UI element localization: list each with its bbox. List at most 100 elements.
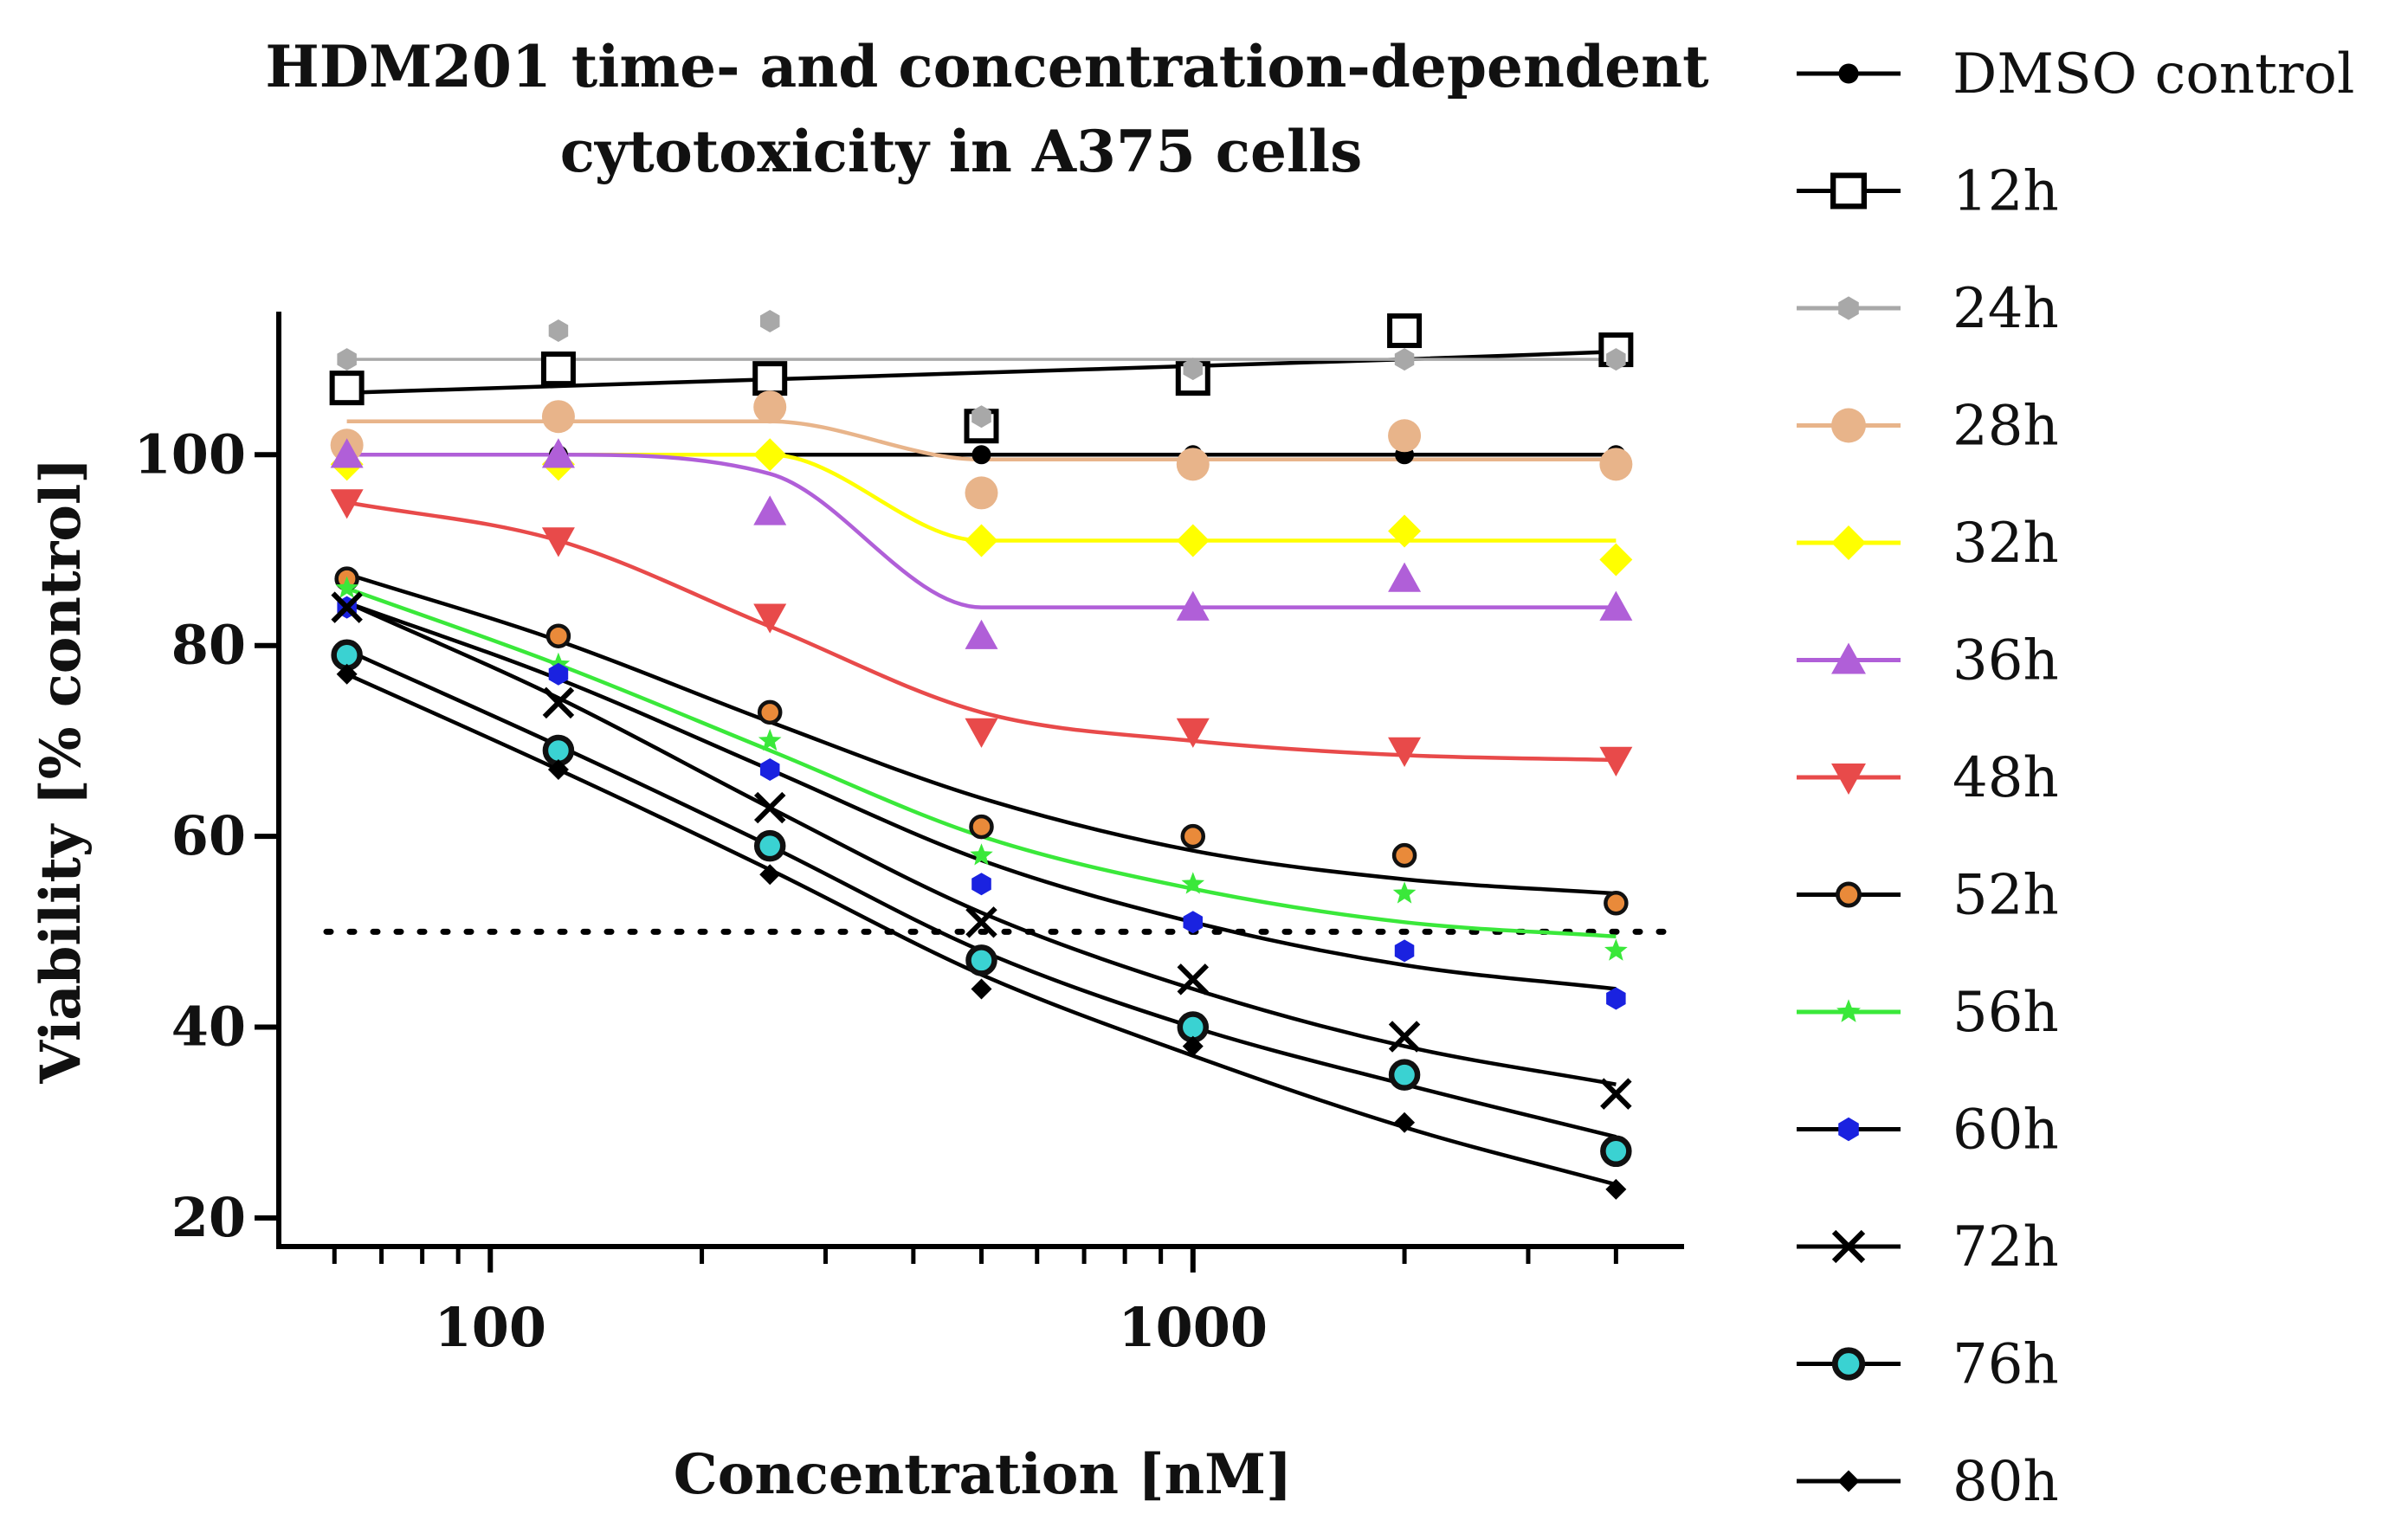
legend-label-32h: 32h [1952,512,2059,576]
data-point-28h [1599,448,1633,481]
legend-marker-48h [1831,764,1866,795]
data-point-28h [1388,419,1422,453]
data-point-80h [547,758,569,780]
data-point-72h [542,686,575,719]
data-point-48h [753,603,787,634]
data-point-24h [1183,358,1203,381]
data-point-56h [1181,872,1205,894]
data-point-60h [760,758,780,781]
data-point-dmso-control [971,445,991,465]
legend-label-76h: 76h [1952,1333,2059,1397]
data-point-36h [541,438,575,468]
data-point-72h [1177,963,1210,996]
data-point-48h [1599,746,1633,776]
data-point-48h [1388,737,1422,767]
data-point-80h [759,864,781,886]
data-point-28h [753,390,787,424]
data-point-12h [1387,313,1423,349]
legend-marker-72h [1831,1229,1866,1264]
data-point-48h [965,718,998,748]
data-point-76h [1388,1059,1421,1091]
data-point-36h [753,495,787,525]
chart-title-line-1: HDM201 time- and concentration-dependent [265,33,1709,100]
data-point-24h [760,310,780,332]
data-point-52h [969,814,994,840]
data-point-32h [1388,514,1422,548]
data-point-28h [541,400,575,434]
data-point-80h [971,978,992,1000]
data-point-56h [1392,881,1417,904]
legend: DMSO control 12h 24h 28h 32h 36h 48h 52h 56h 60h 7… [1797,42,2354,1514]
data-point-52h [545,623,571,648]
data-point-72h [331,591,363,623]
legend-label-80h: 80h [1952,1450,2059,1514]
data-point-52h [1391,842,1417,868]
data-point-80h [1605,1178,1627,1200]
data-point-24h [1606,348,1626,371]
data-point-60h [1606,987,1626,1010]
data-point-60h [971,873,991,896]
legend-marker-32h [1831,525,1866,560]
legend-label-60h: 60h [1952,1099,2059,1163]
data-point-24h [971,405,991,428]
data-point-80h [336,663,358,685]
legend-label-52h: 52h [1952,864,2059,928]
legend-marker-76h [1831,1347,1866,1381]
y-tick-label: 40 [171,996,246,1059]
legend-marker-dmso-control [1838,63,1859,84]
data-point-36h [1176,590,1210,621]
data-point-72h [753,791,786,824]
data-point-28h [965,476,998,510]
legend-label-dmso-control: DMSO control [1952,42,2354,106]
y-tick-label: 20 [171,1186,246,1249]
data-point-24h [337,348,357,371]
data-point-36h [1388,562,1422,592]
legend-marker-36h [1831,642,1866,674]
axes: 20 40 60 80 100 100 1000 [134,312,1684,1359]
data-point-28h [1176,448,1210,481]
legend-label-36h: 36h [1952,629,2059,693]
data-point-12h [329,371,365,406]
fit-curve-72h [345,601,1617,1086]
y-axis-title: Viability [% control] [29,457,94,1084]
data-point-24h [1394,348,1415,371]
data-point-60h [1394,939,1415,963]
y-tick-label: 100 [134,422,246,486]
legend-label-56h: 56h [1952,981,2059,1045]
x-tick-label: 1000 [1119,1296,1268,1359]
chart-title: HDM201 time- and concentration-dependent… [265,33,1709,185]
data-point-32h [753,438,787,472]
legend-label-24h: 24h [1952,277,2059,341]
data-point-56h [758,728,782,751]
data-point-48h [330,489,364,519]
y-tick-label: 80 [171,614,246,677]
legend-marker-24h [1838,296,1859,320]
data-point-56h [970,843,993,866]
data-point-76h [1600,1135,1632,1168]
data-point-48h [541,527,575,557]
y-tick-label: 60 [171,804,246,867]
data-point-52h [1604,891,1629,916]
data-point-24h [548,319,569,342]
chart-title-line-2: cytotoxicity in A375 cells [560,118,1363,185]
data-point-36h [1599,590,1633,621]
data-point-72h [965,906,997,938]
legend-marker-80h [1837,1470,1860,1492]
legend-label-12h: 12h [1952,160,2059,224]
data-point-52h [757,699,783,725]
data-point-32h [1599,543,1633,577]
data-point-48h [1176,718,1210,748]
data-point-76h [965,944,997,976]
data-point-80h [1394,1112,1416,1133]
data-point-12h [752,361,788,396]
legend-marker-56h [1836,999,1861,1022]
data-point-12h [540,351,576,387]
legend-marker-52h [1836,881,1862,908]
data-point-52h [1180,823,1206,849]
legend-marker-60h [1838,1117,1859,1142]
legend-label-28h: 28h [1952,395,2059,459]
x-tick-label: 100 [435,1296,546,1359]
legend-label-72h: 72h [1952,1215,2059,1279]
